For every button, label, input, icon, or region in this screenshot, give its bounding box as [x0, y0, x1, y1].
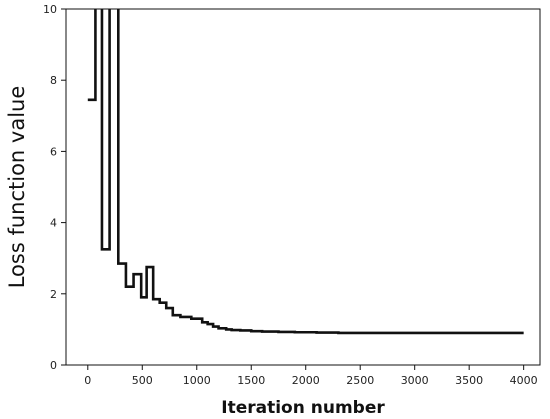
series-layer	[87, 9, 524, 335]
y-tick-label: 8	[50, 74, 57, 87]
x-tick-label: 500	[132, 374, 153, 387]
x-tick-label: 2000	[292, 374, 320, 387]
x-tick-label: 1500	[237, 374, 265, 387]
y-tick-label: 2	[50, 288, 57, 301]
y-tick-label: 6	[50, 145, 57, 158]
x-tick-label: 2500	[346, 374, 374, 387]
y-tick-label: 4	[50, 217, 57, 230]
y-axis-title: Loss function value	[5, 86, 29, 289]
y-axis-ticks: 0 2 4 6 8 10	[43, 3, 66, 372]
x-tick-label: 3500	[455, 374, 483, 387]
x-axis-title: Iteration number	[221, 398, 385, 418]
x-tick-label: 4000	[510, 374, 538, 387]
x-tick-label: 0	[84, 374, 91, 387]
y-tick-label: 10	[43, 3, 57, 16]
loss-series-line	[87, 9, 524, 335]
plot-frame	[65, 8, 541, 366]
x-tick-label: 1000	[183, 374, 211, 387]
x-axis-ticks: 0 500 1000 1500 2000 2500 3000 3500 4000	[84, 365, 538, 387]
x-tick-label: 3000	[401, 374, 429, 387]
y-tick-label: 0	[50, 359, 57, 372]
